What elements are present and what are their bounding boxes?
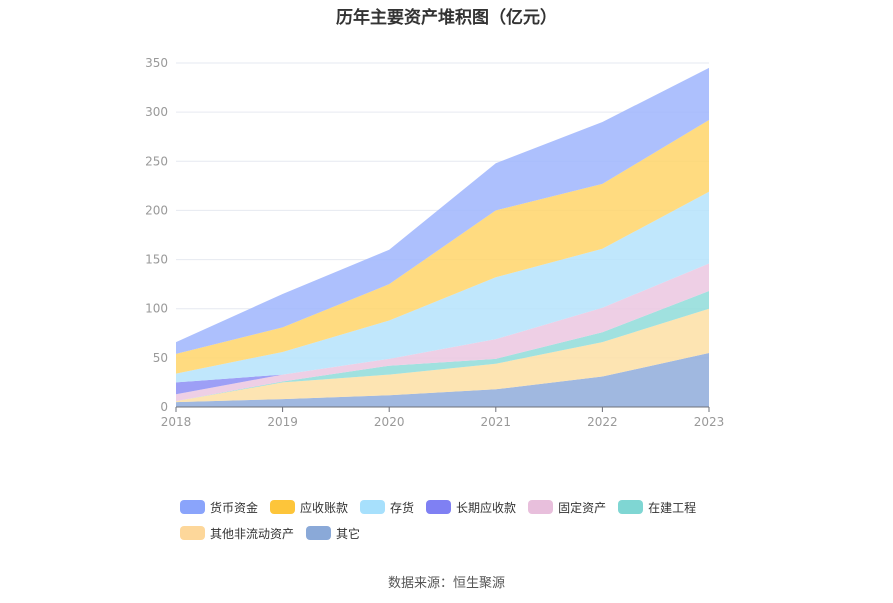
legend-swatch xyxy=(180,500,205,514)
area-layer xyxy=(176,67,709,407)
legend-swatch xyxy=(618,500,644,514)
legend-swatch xyxy=(528,500,554,514)
x-tick-label: 2021 xyxy=(481,415,512,429)
legend-row-1: 货币资金 应收账款 存货 长期应收款 固定资产 在建工程 xyxy=(180,494,740,520)
chart-title: 历年主要资产堆积图（亿元） xyxy=(336,8,557,28)
x-tick-label: 2022 xyxy=(587,415,618,429)
legend-label: 货币资金 xyxy=(210,500,259,515)
legend: 货币资金 应收账款 存货 长期应收款 固定资产 在建工程 其他非流动资产 xyxy=(180,494,740,546)
legend-label: 固定资产 xyxy=(558,500,607,515)
legend-swatch xyxy=(426,500,452,514)
y-tick-label: 300 xyxy=(145,105,168,119)
area-series-货币资金 xyxy=(176,67,709,354)
data-source: 数据来源：恒生聚源 xyxy=(387,576,505,591)
legend-item-construction-in-progress[interactable]: 在建工程 xyxy=(618,499,696,516)
legend-swatch xyxy=(360,500,386,514)
x-tick-label: 2023 xyxy=(694,415,725,429)
y-tick-label: 0 xyxy=(160,400,168,414)
area-series-其它 xyxy=(176,352,709,407)
legend-item-monetary-funds[interactable]: 货币资金 xyxy=(180,499,258,516)
area-series-应收账款 xyxy=(176,120,709,374)
legend-label: 长期应收款 xyxy=(456,500,517,515)
legend-swatch xyxy=(180,526,205,540)
legend-label: 在建工程 xyxy=(648,500,697,515)
legend-item-other[interactable]: 其它 xyxy=(306,525,360,542)
area-series-其他非流动资产 xyxy=(176,308,709,403)
y-tick-label: 250 xyxy=(145,154,168,168)
stacked-area-chart: 0 50 100 150 200 250 300 350 2018 2019 2020 2021 202… xyxy=(145,56,724,429)
y-tick-label: 150 xyxy=(145,253,168,267)
legend-swatch xyxy=(306,526,332,540)
x-tick-label: 2019 xyxy=(267,415,298,429)
x-tick-label: 2018 xyxy=(161,415,192,429)
area-series-存货 xyxy=(176,191,709,383)
legend-label: 存货 xyxy=(390,500,415,515)
legend-swatch xyxy=(270,500,296,514)
legend-item-other-non-current-assets[interactable]: 其他非流动资产 xyxy=(180,525,294,542)
area-series-长期应收款 xyxy=(176,263,709,395)
legend-label: 其它 xyxy=(336,526,361,541)
y-tick-label: 50 xyxy=(153,351,168,365)
legend-item-accounts-receivable[interactable]: 应收账款 xyxy=(270,499,348,516)
legend-label: 应收账款 xyxy=(300,500,349,515)
y-tick-label: 100 xyxy=(145,302,168,316)
x-tick-label: 2020 xyxy=(374,415,405,429)
legend-label: 其他非流动资产 xyxy=(210,526,295,541)
area-series-固定资产 xyxy=(176,263,709,402)
legend-item-inventory[interactable]: 存货 xyxy=(360,499,414,516)
y-tick-label: 200 xyxy=(145,203,168,217)
legend-row-2: 其他非流动资产 其它 xyxy=(180,520,740,546)
legend-item-fixed-assets[interactable]: 固定资产 xyxy=(528,499,606,516)
legend-item-long-term-receivables[interactable]: 长期应收款 xyxy=(426,499,516,516)
axis-layer: 0 50 100 150 200 250 300 350 2018 2019 2020 2021 202… xyxy=(145,56,724,429)
y-tick-label: 350 xyxy=(145,56,168,70)
